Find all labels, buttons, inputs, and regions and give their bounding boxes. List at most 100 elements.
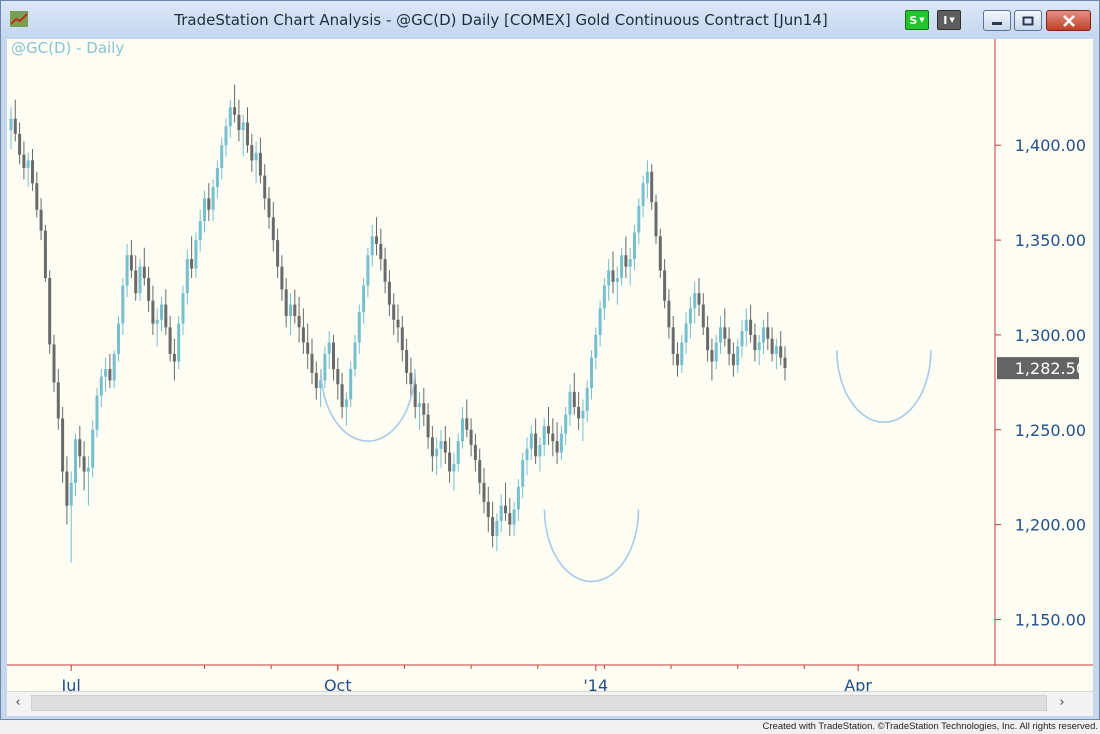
candle-body (641, 183, 645, 206)
candle-body (366, 255, 370, 286)
candle-body (473, 444, 477, 461)
candle-body (13, 118, 17, 134)
candle-body (663, 270, 667, 301)
x-tick-label: '14 (583, 676, 608, 691)
candle-body (443, 441, 447, 453)
candle-body (332, 342, 335, 370)
candle-body (676, 353, 679, 366)
minimize-button[interactable] (983, 10, 1011, 31)
candle-body (95, 395, 99, 430)
candle-body (400, 327, 404, 351)
candle-body (233, 107, 237, 115)
candle-body (426, 414, 430, 438)
candle-body (512, 509, 516, 525)
candle-body (117, 323, 120, 354)
candle-body (280, 266, 284, 290)
candle-body (241, 122, 245, 131)
candle-body (499, 505, 503, 521)
candle-body (43, 230, 47, 279)
chevron-down-icon: ▼ (919, 16, 925, 24)
candle-body (293, 304, 297, 316)
candle-body (289, 304, 292, 316)
candle-body (452, 463, 456, 472)
candle-body (267, 198, 271, 218)
x-tick-label: Apr (844, 676, 872, 691)
price-chart[interactable]: 1,400.00 1,350.00 1,300.00 1,250.00 1,200.00… (7, 39, 1093, 691)
candle-body (448, 452, 452, 472)
cup-arc-annotation (836, 350, 932, 423)
candle-body (155, 319, 159, 324)
scroll-left-button[interactable]: ‹ (15, 695, 21, 710)
candle-body (435, 448, 439, 457)
candle-body (516, 486, 520, 510)
candle-body (559, 433, 563, 453)
last-price-box (997, 357, 1079, 380)
candle-body (263, 175, 267, 199)
minimize-icon (992, 21, 1002, 25)
candle-body (482, 482, 486, 502)
strategy-button-label: S (909, 13, 918, 27)
scroll-right-button[interactable]: › (1059, 695, 1065, 710)
candle-body (142, 266, 146, 279)
candle-body (35, 183, 39, 210)
candle-body (65, 471, 69, 506)
candle-body (18, 133, 22, 155)
candle-body (762, 327, 765, 343)
candle-body (620, 255, 624, 279)
candle-body (357, 312, 361, 343)
candle-body (61, 418, 65, 472)
candle-body (719, 327, 722, 343)
maximize-icon (1022, 16, 1034, 25)
candle-body (770, 338, 774, 354)
candle-body (387, 281, 391, 305)
candle-body (633, 232, 636, 260)
candle-body (237, 114, 241, 131)
candle-body (615, 278, 619, 282)
chart-area[interactable]: 1,400.00 1,350.00 1,300.00 1,250.00 1,200.00… (7, 39, 1093, 691)
candle-body (774, 346, 778, 354)
candle-body (508, 513, 512, 525)
scroll-thumb[interactable] (31, 695, 1047, 711)
candle-body (56, 382, 60, 419)
candle-body (336, 369, 340, 385)
horizontal-scrollbar[interactable]: ‹ › (7, 691, 1093, 716)
candle-body (91, 429, 95, 468)
candle-body (486, 501, 490, 518)
candle-body (172, 353, 176, 362)
candle-body (121, 285, 125, 324)
candle-body (637, 205, 641, 233)
candle-body (250, 145, 254, 161)
candle-body (108, 369, 112, 381)
strategy-button[interactable]: S ▼ (905, 10, 929, 30)
candle-body (568, 391, 572, 415)
last-price-label: 1,282.50 (1015, 359, 1086, 378)
title-bar[interactable]: TradeStation Chart Analysis - @GC(D) Dai… (1, 1, 1099, 39)
candle-body (198, 221, 202, 241)
candle-body (654, 202, 658, 237)
indicator-button[interactable]: I ▼ (937, 10, 961, 30)
candle-body (525, 448, 529, 461)
candle-body (271, 217, 275, 241)
candle-body (749, 319, 753, 335)
candle-body (383, 259, 387, 282)
close-button[interactable] (1046, 10, 1091, 31)
candle-body (379, 243, 383, 260)
candle-body (99, 376, 103, 396)
candle-body (753, 334, 757, 351)
maximize-button[interactable] (1014, 10, 1042, 31)
symbol-label: @GC(D) - Daily (11, 39, 125, 57)
candle-body (465, 418, 469, 430)
candle-body (602, 285, 606, 309)
candle-body (469, 429, 473, 445)
candle-body (301, 327, 305, 343)
candle-body (577, 407, 581, 419)
candle-body (362, 285, 366, 313)
indicator-button-label: I (943, 13, 948, 27)
candle-body (766, 327, 770, 339)
candle-body (181, 293, 185, 324)
candle-body (538, 444, 542, 457)
candle-body (740, 331, 744, 347)
candle-body (185, 259, 189, 294)
candle-body (714, 342, 718, 362)
candle-body (693, 293, 697, 309)
